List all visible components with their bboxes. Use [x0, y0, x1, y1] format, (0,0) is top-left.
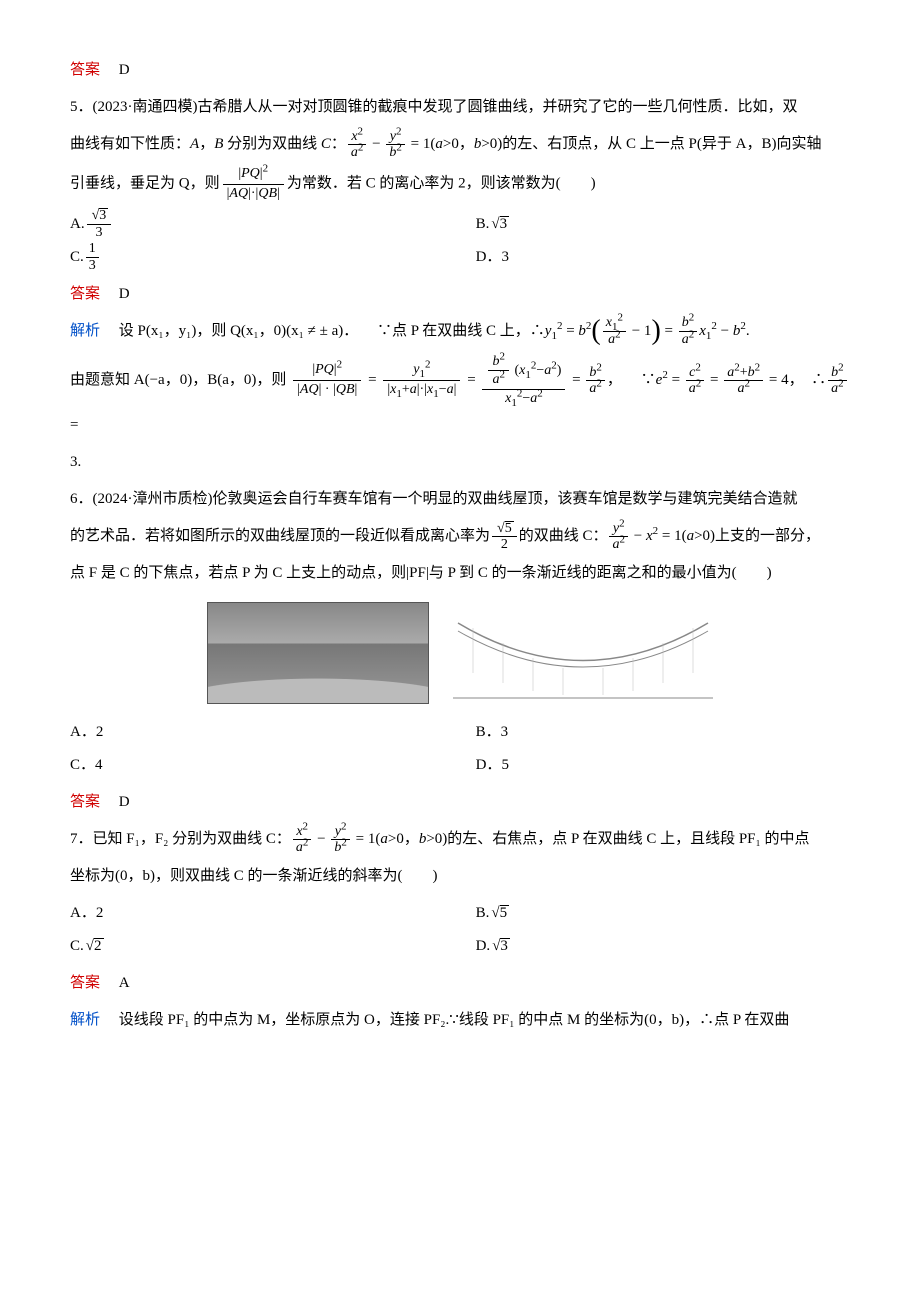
q6-answer: 答案 D [70, 786, 850, 819]
q5-analysis-1: 解析 设 P(x₁，y₁)，则 Q(x₁，0)(x₁ ≠ ± a)． ∵点 P … [70, 315, 850, 348]
q5-line1: 5．(2023·南通四模)古希腊人从一对对顶圆锥的截痕中发现了圆锥曲线，并研究了… [70, 91, 850, 124]
q6-options: A．2 B．3 C．4 D．5 [70, 716, 850, 782]
q5-analysis-3: 3. [70, 446, 850, 479]
q5-options: A.33 B.3 C.13 D．3 [70, 208, 850, 274]
q5-line3: 引垂线，垂足为 Q，则|PQ|2|AQ|·|QB|为常数．若 C 的离心率为 2… [70, 165, 850, 204]
q7-number: 7 [70, 831, 78, 847]
q5-number: 5 [70, 99, 78, 115]
q5-text2-post: 的左、右顶点，从 C 上一点 P(异于 A，B)向实轴 [502, 136, 821, 152]
q5-opt-d: D．3 [476, 241, 850, 274]
answer-label: 答案 [70, 975, 100, 991]
q7-analysis: 解析 设线段 PF₁ 的中点为 M，坐标原点为 O，连接 PF₂.∵线段 PF₁… [70, 1004, 850, 1037]
q6-answer-letter: D [119, 794, 130, 810]
q7-opt-a-val: 2 [96, 905, 104, 921]
q7-line2: 坐标为(0，b)，则双曲线 C 的一条渐近线的斜率为( ) [70, 860, 850, 893]
q5-answer: 答案 D [70, 278, 850, 311]
q7-opt-a: A．2 [70, 897, 476, 930]
q7-text1-pre: 已知 F₁，F₂ 分别为双曲线 C： [93, 831, 291, 847]
q6-text3: 点 F 是 C 的下焦点，若点 P 为 C 上支上的动点，则|PF|与 P 到 … [70, 565, 772, 581]
q6-opt-c: C．4 [70, 749, 476, 782]
q6-source: (2024·漳州市质检) [93, 491, 213, 507]
answer-label: 答案 [70, 794, 100, 810]
q6-opt-a-val: 2 [96, 724, 104, 740]
q6-opt-c-val: 4 [95, 757, 103, 773]
q4-answer: 答案 D [70, 54, 850, 87]
q6-number: 6 [70, 491, 78, 507]
q6-opt-d: D．5 [476, 749, 850, 782]
q5-ana-pre: 设 P(x₁，y₁)，则 Q(x₁，0)(x₁ ≠ ± a)． [119, 323, 358, 339]
q6-figure [70, 602, 850, 704]
q5-answer-letter: D [119, 286, 130, 302]
q5-source: (2023·南通四模) [93, 99, 198, 115]
q5-analysis-2: 由题意知 A(−a，0)，B(a，0)，则 |PQ|2|AQ| · |QB| =… [70, 352, 850, 443]
q5-opt-c: C.13 [70, 241, 476, 274]
q5-opt-b: B.3 [476, 208, 850, 241]
q6-opt-a: A．2 [70, 716, 476, 749]
q5-opt-a: A.33 [70, 208, 476, 241]
q7-line1: 7．已知 F₁，F₂ 分别为双曲线 C：x2a2 − y2b2 = 1(a>0，… [70, 823, 850, 856]
velodrome-photo [207, 602, 429, 704]
q5-text1: 古希腊人从一对对顶圆锥的截痕中发现了圆锥曲线，并研究了它的一些几何性质．比如，双 [198, 99, 798, 115]
q6-opt-b-val: 3 [501, 724, 509, 740]
q5-ana-mid: ∵点 P 在双曲线 C 上，∴ [377, 323, 545, 339]
q5-opt-d-val: 3 [501, 249, 509, 265]
q6-text2-pre: 的艺术品．若将如图所示的双曲线屋顶的一段近似看成离心率为 [70, 528, 490, 544]
q5-ana2-pre: 由题意知 A(−a，0)，B(a，0)，则 [70, 372, 286, 388]
q7-answer-letter: A [119, 975, 130, 991]
q7-options: A．2 B.5 C.2 D.3 [70, 897, 850, 963]
q6-line3: 点 F 是 C 的下焦点，若点 P 为 C 上支上的动点，则|PF|与 P 到 … [70, 557, 850, 590]
q5-text2-pre: 曲线有如下性质： [70, 136, 190, 152]
q5-ratio: |PQ|2|AQ|·|QB| [223, 165, 284, 204]
q6-line2: 的艺术品．若将如图所示的双曲线屋顶的一段近似看成离心率为52的双曲线 C：y2a… [70, 520, 850, 553]
q6-line1: 6．(2024·漳州市质检)伦敦奥运会自行车赛车馆有一个明显的双曲线屋顶，该赛车… [70, 483, 850, 516]
q7-text2: 坐标为(0，b)，则双曲线 C 的一条渐近线的斜率为( ) [70, 868, 438, 884]
hyperbola-sketch [453, 603, 713, 703]
q5-text3-post: 为常数．若 C 的离心率为 2，则该常数为( ) [287, 176, 596, 192]
q7-answer: 答案 A [70, 967, 850, 1000]
q7-opt-d: D.3 [476, 930, 850, 963]
answer-label: 答案 [70, 62, 100, 78]
q7-text1-post: 的左、右焦点，点 P 在双曲线 C 上，且线段 PF₁ 的中点 [447, 831, 809, 847]
q7-analysis-text: 设线段 PF₁ 的中点为 M，坐标原点为 O，连接 PF₂.∵线段 PF₁ 的中… [119, 1012, 790, 1028]
q6-opt-b: B．3 [476, 716, 850, 749]
answer-label: 答案 [70, 286, 100, 302]
q7-opt-c: C.2 [70, 930, 476, 963]
q6-text1: 伦敦奥运会自行车赛车馆有一个明显的双曲线屋顶，该赛车馆是数学与建筑完美结合造就 [213, 491, 798, 507]
q6-opt-d-val: 5 [501, 757, 509, 773]
q7-opt-b: B.5 [476, 897, 850, 930]
analysis-label: 解析 [70, 1012, 100, 1028]
q6-text2-post: 上支的一部分， [715, 528, 820, 544]
q4-answer-letter: D [119, 62, 130, 78]
analysis-label: 解析 [70, 323, 100, 339]
q5-text3-pre: 引垂线，垂足为 Q，则 [70, 176, 220, 192]
q5-line2: 曲线有如下性质：A，B 分别为双曲线 C：x2a2 − y2b2 = 1(a>0… [70, 128, 850, 161]
q6-text2-mid: 的双曲线 C： [519, 528, 608, 544]
